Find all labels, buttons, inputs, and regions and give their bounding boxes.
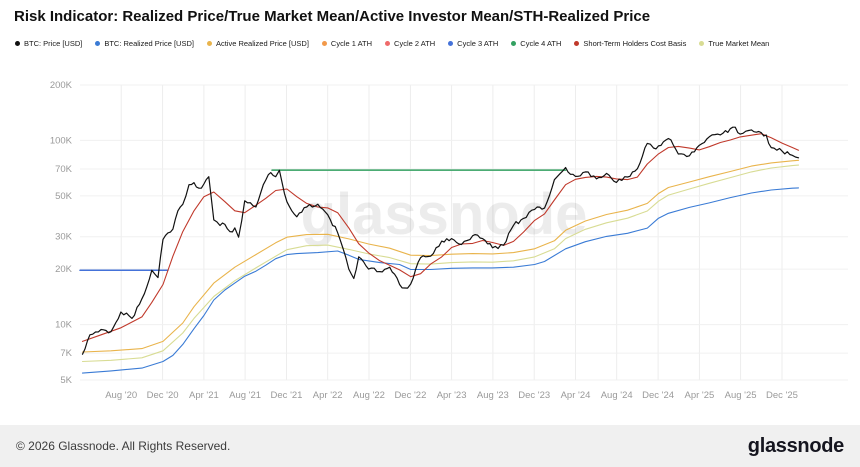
legend-label: BTC: Price [USD] — [24, 39, 83, 48]
legend-label: Short-Term Holders Cost Basis — [583, 39, 687, 48]
legend-item-cycle-2-ath[interactable]: Cycle 2 ATH — [385, 39, 435, 48]
x-tick-label: Aug '25 — [725, 390, 757, 401]
x-tick-label: Dec '23 — [518, 390, 550, 401]
legend-swatch-icon — [321, 41, 327, 46]
glassnode-watermark: glassnode — [301, 182, 588, 247]
x-tick-label: Aug '24 — [601, 390, 633, 401]
legend-item-active-realized-price-usd[interactable]: Active Realized Price [USD] — [206, 39, 309, 48]
y-tick-label: 20K — [55, 264, 73, 275]
x-tick-label: Apr '22 — [313, 390, 343, 401]
y-tick-label: 10K — [55, 320, 73, 331]
y-tick-label: 100K — [50, 135, 73, 146]
x-tick-label: Dec '21 — [271, 390, 303, 401]
y-tick-label: 30K — [55, 232, 73, 243]
legend-label: BTC: Realized Price [USD] — [104, 39, 194, 48]
y-tick-label: 200K — [50, 80, 73, 91]
x-tick-label: Dec '24 — [642, 390, 674, 401]
legend-swatch-icon — [699, 41, 705, 46]
y-tick-label: 7K — [60, 348, 72, 359]
legend-swatch-icon — [385, 41, 391, 46]
legend-label: True Market Mean — [708, 39, 770, 48]
y-tick-label: 50K — [55, 191, 73, 202]
footer: © 2026 Glassnode. All Rights Reserved. g… — [0, 425, 860, 467]
series-btc-realized-price-usd — [81, 187, 800, 374]
x-tick-label: Aug '22 — [353, 390, 385, 401]
series-btc-price-usd — [81, 126, 800, 355]
y-tick-label: 5K — [60, 375, 72, 386]
x-tick-label: Dec '20 — [147, 390, 179, 401]
x-tick-label: Apr '24 — [561, 390, 591, 401]
legend-swatch-icon — [574, 41, 580, 46]
legend-swatch-icon — [15, 41, 20, 46]
glassnode-wordmark: glassnode — [747, 434, 845, 457]
x-tick-label: Apr '21 — [189, 390, 219, 401]
page-title: Risk Indicator: Realized Price/True Mark… — [14, 8, 651, 25]
legend-item-short-term-holders-cost-basis[interactable]: Short-Term Holders Cost Basis — [574, 39, 686, 48]
series-true-market-mean — [81, 164, 800, 363]
x-tick-label: Dec '25 — [766, 390, 798, 401]
legend-label: Cycle 3 ATH — [457, 39, 499, 48]
legend-item-cycle-1-ath[interactable]: Cycle 1 ATH — [321, 39, 373, 48]
legend-item-true-market-mean[interactable]: True Market Mean — [699, 39, 769, 48]
x-tick-label: Apr '23 — [437, 390, 467, 401]
legend-swatch-icon — [95, 41, 101, 46]
series-short-term-holders-cost-basis — [81, 133, 800, 342]
chart-canvas[interactable]: Aug '20 Dec '20 Apr '21 Aug '21 Dec '21 Apr '… — [0, 52, 860, 412]
x-tick-label: Dec '22 — [394, 390, 426, 401]
legend-item-btc-price-usd[interactable]: BTC: Price [USD] — [15, 39, 82, 48]
legend-label: Active Realized Price [USD] — [215, 39, 309, 48]
x-tick-label: Apr '25 — [684, 390, 714, 401]
legend-label: Cycle 1 ATH — [330, 39, 373, 48]
copyright-text: © 2026 Glassnode. All Rights Reserved. — [16, 439, 231, 453]
legend-label: Cycle 2 ATH — [394, 39, 436, 48]
legend-item-cycle-3-ath[interactable]: Cycle 3 ATH — [448, 39, 498, 48]
legend-item-btc-realized-price-usd[interactable]: BTC: Realized Price [USD] — [95, 39, 194, 48]
x-tick-label: Aug '20 — [105, 390, 137, 401]
x-tick-label: Aug '23 — [477, 390, 509, 401]
legend-label: Cycle 4 ATH — [520, 39, 562, 48]
legend-swatch-icon — [206, 41, 212, 46]
legend-swatch-icon — [511, 41, 517, 46]
legend: BTC: Price [USD] BTC: Realized Price [USD… — [15, 39, 850, 48]
y-tick-label: 70K — [55, 164, 73, 175]
series-active-realized-price-usd — [81, 159, 800, 353]
x-tick-label: Aug '21 — [229, 390, 261, 401]
legend-swatch-icon — [448, 41, 454, 46]
legend-item-cycle-4-ath[interactable]: Cycle 4 ATH — [511, 39, 561, 48]
